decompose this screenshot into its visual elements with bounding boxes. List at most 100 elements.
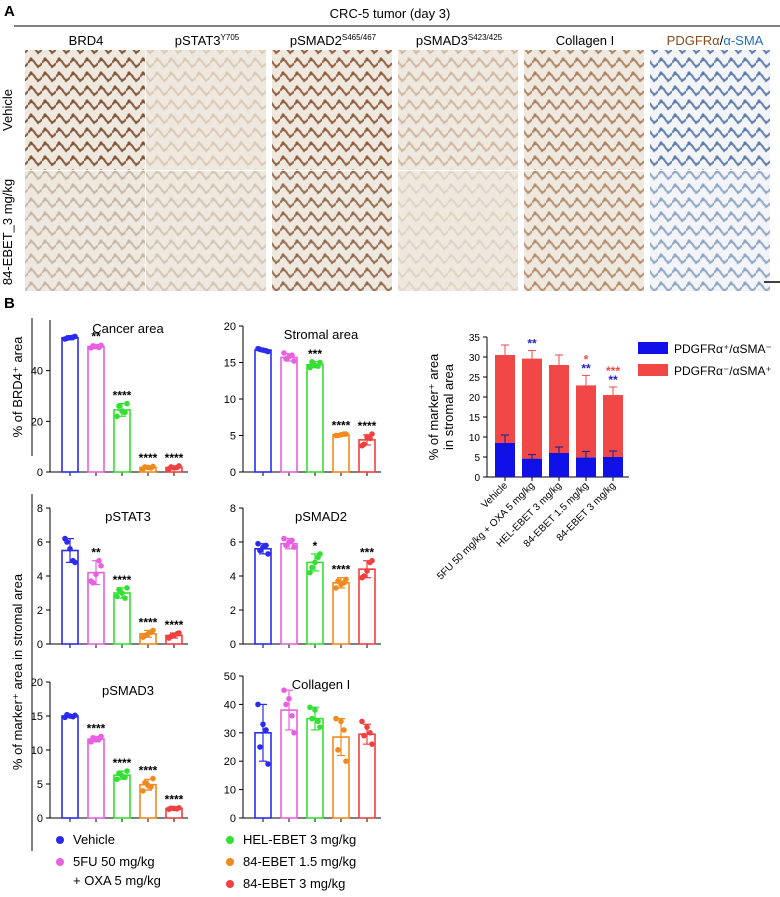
micrograph-tile [650, 171, 770, 291]
data-point [307, 569, 313, 576]
significance-label: ** [608, 373, 618, 387]
significance-label: **** [113, 756, 132, 770]
data-point [90, 580, 96, 586]
y-tick-label: 0 [37, 467, 43, 479]
data-point [168, 633, 174, 640]
y-tick-label: 0 [37, 813, 43, 825]
data-point [168, 805, 174, 811]
legend-label: 84-EBET 1.5 mg/kg [243, 854, 356, 869]
data-point [364, 568, 370, 574]
y-tick-label: 30 [469, 353, 481, 364]
data-point [140, 788, 146, 794]
data-point [289, 352, 295, 359]
data-point [122, 595, 128, 601]
significance-label: **** [139, 764, 158, 778]
data-point [307, 704, 313, 711]
y-tick-label: 4 [37, 571, 43, 583]
stain-label: pSTAT3Y705 [175, 33, 240, 48]
stain-label-text: BRD4 [69, 33, 104, 48]
chart-collagen-i: 0 10 20 30 40 50 Collagen I [224, 671, 381, 825]
legend-swatch [638, 342, 668, 354]
group-legend: Vehicle 5FU 50 mg/kg + OXA 5 mg/kg HEL-EBET… [56, 832, 356, 891]
data-point [281, 535, 287, 542]
micrograph-tile [272, 171, 392, 291]
y-tick-label: 40 [31, 366, 43, 378]
data-point [70, 557, 76, 564]
data-point [283, 356, 289, 362]
data-point [335, 578, 341, 584]
significance-label: **** [165, 618, 184, 632]
stain-label-superscript: S465/467 [342, 33, 377, 42]
significance-label: **** [87, 721, 106, 735]
significance-label: **** [139, 615, 158, 629]
y-tick-label: 5 [37, 779, 43, 791]
data-point [283, 542, 289, 549]
data-point [291, 730, 297, 736]
row-label-vehicle: Vehicle [0, 89, 15, 131]
data-point [333, 715, 339, 722]
data-point [265, 551, 271, 557]
data-point [142, 464, 148, 470]
chart-title: Stromal area [284, 327, 359, 342]
stack-bar-red [549, 365, 569, 453]
stain-label-text: Collagen I [556, 33, 615, 48]
data-point [114, 593, 120, 600]
data-point [70, 713, 76, 720]
data-point [315, 363, 321, 369]
data-point [148, 629, 154, 635]
data-point [174, 464, 180, 471]
data-point [263, 542, 269, 549]
y-tick-label: 15 [224, 358, 236, 370]
data-point [367, 559, 373, 566]
data-point [335, 747, 341, 753]
data-point [369, 431, 375, 437]
y-tick-label: 8 [230, 503, 236, 515]
row-label-84-ebet: 84-EBET_3 mg/kg [0, 179, 15, 285]
bar [113, 592, 131, 645]
y-tick-label: 40 [224, 699, 236, 711]
bar [280, 356, 298, 473]
data-point [67, 546, 73, 552]
data-point [114, 776, 120, 783]
pdgfr-header: PDGFRα/α-SMA [667, 33, 764, 48]
data-point [307, 364, 313, 371]
pdgfr-separator: / [720, 33, 724, 48]
bar [61, 336, 79, 473]
data-point [142, 632, 148, 639]
stain-label-superscript: Y705 [221, 33, 240, 42]
y-tick-label: 10 [224, 394, 236, 406]
significance-label: **** [139, 451, 158, 465]
y-tick-label: 0 [230, 467, 236, 479]
y-tick-label: 0 [230, 813, 236, 825]
y-tick-label: 25 [469, 373, 481, 384]
data-point [150, 775, 156, 782]
data-point [90, 734, 96, 741]
data-point [116, 403, 122, 409]
stain-label-superscript: S423/425 [468, 33, 503, 42]
data-point [364, 724, 370, 730]
micrograph-grid [25, 50, 770, 291]
legend-label: PDGFRα⁻/αSMA⁺ [674, 364, 772, 378]
legend-label: 84-EBET 3 mg/kg [243, 876, 345, 891]
micrograph-tile [524, 171, 644, 291]
y-tick-label: 35 [469, 333, 481, 344]
legend-label: Vehicle [73, 832, 115, 847]
legend-label: HEL-EBET 3 mg/kg [243, 832, 356, 847]
significance-label: **** [113, 573, 132, 587]
stain-label-text: pSMAD2 [290, 33, 342, 48]
micrograph-tile [272, 50, 392, 170]
stain-label: BRD4 [69, 33, 104, 48]
y-tick-label: 15 [31, 711, 43, 723]
data-point [64, 335, 70, 342]
data-point [148, 465, 154, 471]
data-point [361, 441, 367, 448]
stack-bar-blue [495, 443, 515, 477]
data-point [96, 736, 102, 742]
data-point [335, 432, 341, 439]
data-point [174, 631, 180, 637]
data-point [98, 563, 104, 569]
